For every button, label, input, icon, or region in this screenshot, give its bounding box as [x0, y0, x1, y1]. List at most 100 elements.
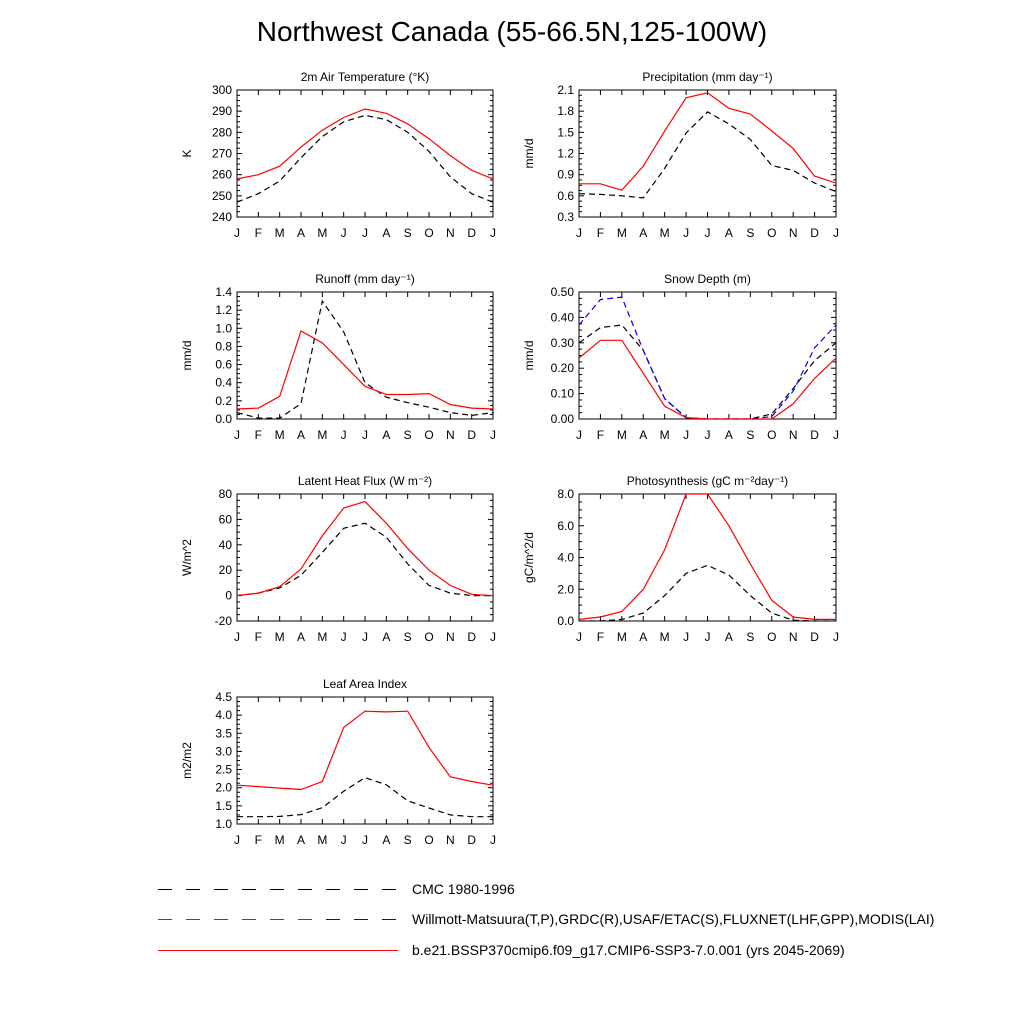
series-line-dashed-black: [579, 324, 836, 419]
x-tick-label: S: [746, 226, 754, 240]
x-tick-label: J: [362, 428, 368, 442]
y-tick-label: 240: [212, 210, 232, 224]
y-tick-label: 4.0: [557, 551, 574, 565]
x-tick-label: M: [275, 428, 285, 442]
x-tick-label: M: [317, 833, 327, 847]
x-tick-label: J: [234, 226, 240, 240]
y-tick-label: 300: [212, 83, 232, 97]
y-tick-label: 0.6: [557, 189, 574, 203]
y-tick-label: 0.9: [557, 168, 574, 182]
page-title: Northwest Canada (55-66.5N,125-100W): [256, 16, 768, 47]
x-tick-label: F: [597, 226, 604, 240]
x-tick-label: J: [341, 833, 347, 847]
y-axis-label: W/m^2: [180, 539, 194, 576]
chart-title: Latent Heat Flux (W m⁻²): [298, 474, 432, 488]
x-tick-label: F: [597, 428, 604, 442]
x-tick-label: M: [660, 630, 670, 644]
x-tick-label: J: [705, 630, 711, 644]
y-tick-label: 0.6: [215, 358, 232, 372]
x-tick-label: M: [317, 226, 327, 240]
y-tick-label: -20: [215, 614, 233, 628]
x-tick-label: J: [576, 428, 582, 442]
chart-panel: Snow Depth (m) mm/d 0.00 0.10 0.20 0.30 0.40 0.…: [522, 272, 839, 442]
y-tick-label: 290: [212, 104, 232, 118]
y-tick-label: 3.5: [215, 726, 232, 740]
y-axis-label: gC/m^2/d: [522, 532, 536, 583]
y-tick-label: 4.5: [215, 690, 232, 704]
chart-title: 2m Air Temperature (°K): [301, 70, 430, 84]
chart-panel: Runoff (mm day⁻¹) mm/d 0.0 0.2 0.4 0.6 0.8 1.0 1…: [180, 272, 496, 442]
legend-sample-dashed-red-blue: [158, 919, 398, 920]
x-tick-label: J: [833, 226, 839, 240]
x-tick-label: N: [789, 428, 798, 442]
series-line-solid-red: [579, 92, 836, 191]
x-tick-label: J: [341, 226, 347, 240]
chart-title: Runoff (mm day⁻¹): [315, 272, 414, 286]
chart-panel: Latent Heat Flux (W m⁻²) W/m^2 -20 0 20 40 60 8…: [180, 474, 496, 644]
x-tick-label: A: [725, 630, 733, 644]
x-tick-label: O: [424, 428, 433, 442]
y-tick-label: 8.0: [557, 487, 574, 501]
y-tick-label: 2.5: [215, 763, 232, 777]
y-tick-label: 0: [225, 589, 232, 603]
x-tick-label: N: [446, 428, 455, 442]
x-tick-label: J: [341, 428, 347, 442]
y-tick-label: 2.0: [215, 781, 232, 795]
plot-frame: [578, 291, 837, 420]
x-tick-label: A: [297, 428, 305, 442]
x-tick-label: J: [490, 833, 496, 847]
x-tick-label: J: [362, 630, 368, 644]
legend-label: CMC 1980-1996: [412, 881, 515, 897]
series-line-dashed-black: [237, 299, 493, 419]
x-tick-label: J: [576, 630, 582, 644]
x-tick-label: A: [639, 226, 647, 240]
x-tick-label: O: [424, 630, 433, 644]
x-tick-label: J: [362, 226, 368, 240]
y-tick-label: 280: [212, 125, 232, 139]
x-tick-label: M: [617, 428, 627, 442]
x-tick-label: N: [446, 630, 455, 644]
x-tick-label: S: [404, 630, 412, 644]
y-axis-label: m2/m2: [180, 742, 194, 779]
x-tick-label: D: [810, 226, 819, 240]
legend-label: Willmott-Matsuura(T,P),GRDC(R),USAF/ETAC…: [412, 911, 935, 927]
y-tick-label: 0.2: [215, 394, 232, 408]
y-tick-label: 3.0: [215, 744, 232, 758]
x-tick-label: M: [317, 428, 327, 442]
x-tick-label: J: [705, 428, 711, 442]
x-tick-label: A: [725, 226, 733, 240]
x-tick-label: N: [446, 226, 455, 240]
y-tick-label: 1.2: [557, 147, 574, 161]
x-tick-label: A: [639, 428, 647, 442]
legend-sample-solid-red: [158, 950, 398, 951]
x-tick-label: A: [639, 630, 647, 644]
chart-panel: 2m Air Temperature (°K) K 240 250 260 270 280 2…: [180, 70, 496, 240]
series-line-solid-red: [579, 494, 836, 621]
x-tick-label: A: [725, 428, 733, 442]
x-tick-label: S: [746, 630, 754, 644]
x-tick-label: J: [341, 630, 347, 644]
x-tick-label: M: [275, 226, 285, 240]
y-tick-label: 2.1: [557, 83, 574, 97]
x-tick-label: J: [490, 428, 496, 442]
series-line-solid-red: [237, 108, 493, 180]
x-tick-label: J: [705, 226, 711, 240]
chart-title: Snow Depth (m): [664, 272, 751, 286]
x-tick-label: F: [255, 833, 262, 847]
y-tick-label: 1.5: [557, 125, 574, 139]
y-tick-label: 0.20: [551, 361, 575, 375]
x-tick-label: D: [810, 428, 819, 442]
chart-title: Leaf Area Index: [323, 677, 407, 691]
x-tick-label: F: [255, 428, 262, 442]
y-tick-label: 270: [212, 147, 232, 161]
x-tick-label: A: [382, 428, 390, 442]
x-tick-label: J: [833, 630, 839, 644]
x-tick-label: M: [317, 630, 327, 644]
chart-panel: Leaf Area Index m2/m2 1.0 1.5 2.0 2.5 3.0 3.5 4.…: [180, 677, 496, 847]
y-tick-label: 0.4: [215, 376, 232, 390]
x-tick-label: D: [467, 833, 476, 847]
series-line-solid-red: [237, 500, 493, 597]
x-tick-label: M: [617, 630, 627, 644]
x-tick-label: S: [404, 428, 412, 442]
x-tick-label: J: [683, 630, 689, 644]
